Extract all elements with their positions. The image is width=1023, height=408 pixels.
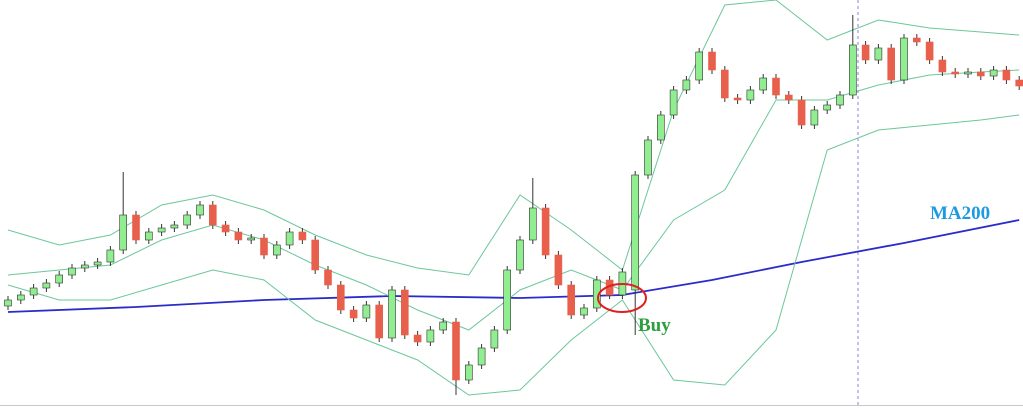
candle-body xyxy=(720,69,729,99)
candle-body xyxy=(400,289,409,336)
candle-body xyxy=(452,321,460,381)
band-line xyxy=(7,69,1020,331)
candle-body xyxy=(170,224,179,229)
buy-label: Buy xyxy=(638,315,671,336)
candle-body xyxy=(656,114,665,141)
candle-body xyxy=(746,89,755,101)
candle-body xyxy=(106,249,115,263)
candle-body xyxy=(797,99,806,126)
candle-body xyxy=(336,284,345,311)
candle-body xyxy=(951,71,960,75)
candle-body xyxy=(362,304,371,319)
candle-body xyxy=(490,329,499,349)
candle-body xyxy=(644,139,652,176)
candle-body xyxy=(516,239,524,271)
candle-body xyxy=(1002,69,1011,81)
candle-body xyxy=(567,284,576,316)
candle-body xyxy=(695,51,704,81)
candle-body xyxy=(772,77,780,96)
candle-body xyxy=(260,237,268,256)
band-line xyxy=(7,0,1020,276)
buy-highlight xyxy=(597,283,647,313)
candle-body xyxy=(311,239,320,271)
candle-body xyxy=(426,329,435,343)
candle-body xyxy=(925,41,934,61)
candle-body xyxy=(823,104,832,111)
candle-body xyxy=(477,347,486,366)
candle-body xyxy=(887,47,896,81)
candle-body xyxy=(68,267,76,276)
candle-body xyxy=(209,204,217,226)
candle-body xyxy=(848,44,857,96)
candle-body xyxy=(669,89,678,116)
candle-body xyxy=(759,77,768,91)
candle-body xyxy=(55,274,64,284)
candle-body xyxy=(464,364,473,381)
ma-label: MA200 xyxy=(930,203,990,224)
candle-body xyxy=(900,37,908,81)
candles xyxy=(4,15,1023,395)
candle-body xyxy=(196,204,204,216)
candle-body xyxy=(989,69,998,77)
candle-body xyxy=(375,304,384,339)
candle-body xyxy=(554,254,563,286)
candle-body xyxy=(81,264,89,269)
candle-body xyxy=(861,44,870,61)
candle-body xyxy=(145,231,153,241)
candle-body xyxy=(874,47,883,61)
candle-body xyxy=(132,214,140,241)
candle-body xyxy=(528,207,537,241)
candle-body xyxy=(272,244,281,256)
candle-body xyxy=(631,174,640,291)
candle-body xyxy=(324,269,332,286)
candle-body xyxy=(503,269,512,331)
candle-body xyxy=(592,279,601,309)
candle-body xyxy=(119,214,127,251)
candle-body xyxy=(938,59,947,73)
candle-body xyxy=(784,94,793,101)
candle-body xyxy=(247,237,255,241)
candle-body xyxy=(541,207,550,256)
candle-body xyxy=(580,307,588,316)
candle-body xyxy=(682,79,691,91)
candle-body xyxy=(1015,79,1023,87)
candle-body xyxy=(836,94,844,106)
candle-body xyxy=(234,231,243,241)
candle-body xyxy=(221,224,230,233)
candle-body xyxy=(810,109,819,126)
candle-body xyxy=(93,261,102,266)
candle-body xyxy=(708,51,716,71)
candle-body xyxy=(42,282,51,289)
candle-body xyxy=(349,309,358,319)
candle-body xyxy=(285,231,294,246)
candle-body xyxy=(29,287,38,296)
candle-body xyxy=(964,71,972,75)
band-line xyxy=(7,114,1020,396)
candle-body xyxy=(912,37,921,43)
candle-body xyxy=(976,71,985,77)
candle-body xyxy=(157,227,166,233)
candle-body xyxy=(439,321,448,331)
candle-body xyxy=(183,214,191,226)
candle-body xyxy=(16,294,25,301)
candle-body xyxy=(298,231,307,241)
candle-body xyxy=(4,299,12,307)
candle-body xyxy=(388,289,396,339)
candle-body xyxy=(733,97,742,101)
candle-body xyxy=(413,334,422,343)
